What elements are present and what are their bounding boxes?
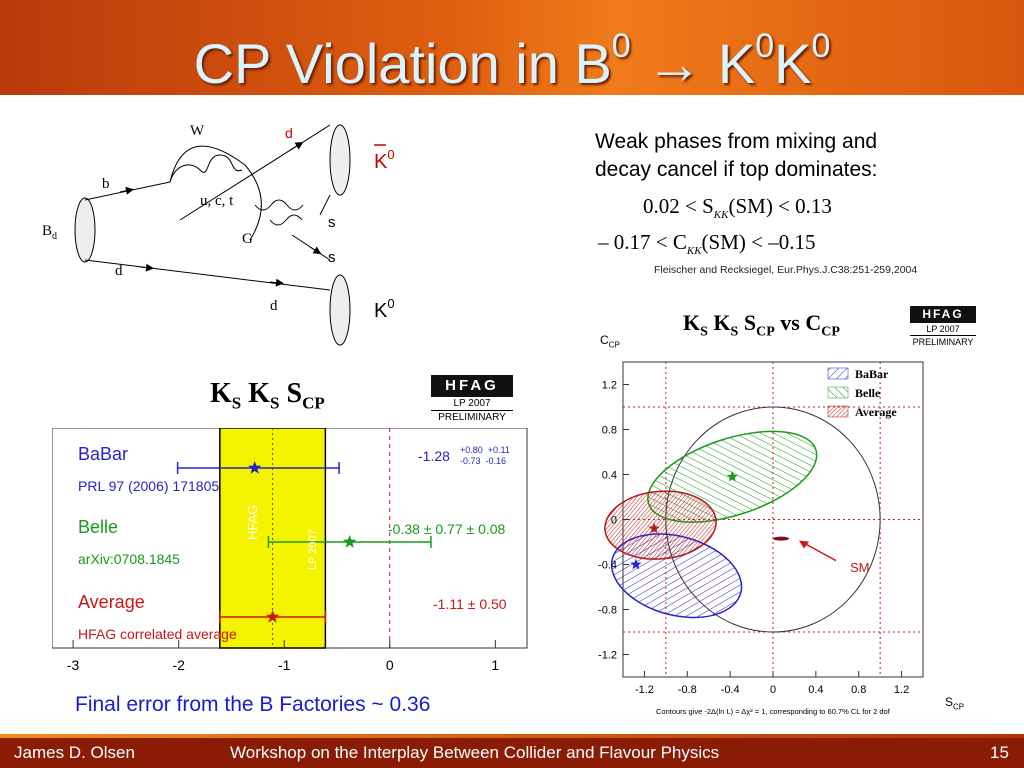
sm-point bbox=[773, 536, 790, 541]
footer-author: James D. Olsen bbox=[14, 743, 135, 762]
right-ytick-label: 0 bbox=[611, 515, 617, 527]
left-tick-label: -1 bbox=[278, 657, 291, 673]
babar-label: BaBar bbox=[78, 444, 129, 464]
right-xlabel: SCP bbox=[945, 695, 965, 712]
footer-line bbox=[0, 734, 1024, 738]
bottom-note: Final error from the B Factories ~ 0.36 bbox=[75, 693, 431, 716]
right-caption: Contours give -2Δ(ln L) = Δχ² = 1, corre… bbox=[656, 707, 890, 716]
right-xtick-label: -0.4 bbox=[721, 684, 740, 696]
right-ytick-label: 0.8 bbox=[602, 425, 617, 437]
hfag-logo-right: HFAG LP 2007 PRELIMINARY bbox=[910, 306, 976, 348]
right-ytick-label: -0.4 bbox=[598, 560, 617, 572]
belle-point bbox=[726, 470, 738, 482]
left-tick-label: 1 bbox=[491, 657, 499, 673]
average-contour bbox=[604, 490, 717, 560]
band-label-lp: LP 2007 bbox=[307, 529, 319, 570]
g-label: G bbox=[242, 231, 253, 247]
w-label: W bbox=[190, 123, 205, 139]
sm-arrow-line bbox=[802, 541, 837, 562]
bd-meson-blob bbox=[74, 197, 96, 263]
average-label: Average bbox=[78, 592, 145, 612]
left-tick-label: 0 bbox=[386, 657, 394, 673]
left-chart: -3 -2 -1 0 1 bbox=[52, 428, 528, 673]
legend-label: Belle bbox=[855, 386, 881, 400]
uct-label: u, c, t bbox=[200, 193, 234, 209]
weak-phase-text: Weak phases from mixing and decay cancel… bbox=[595, 130, 878, 181]
legend-swatch bbox=[827, 386, 849, 399]
kbar-meson-blob bbox=[329, 124, 351, 196]
right-ytick-label: 1.2 bbox=[602, 380, 617, 392]
belle-point bbox=[343, 535, 357, 548]
footer-page: 15 bbox=[990, 743, 1009, 762]
babar-ref: PRL 97 (2006) 171805 bbox=[78, 478, 220, 494]
right-xtick-label: 0 bbox=[770, 684, 776, 696]
title-bar bbox=[0, 0, 1024, 95]
k0-label: K0 bbox=[374, 296, 395, 322]
b-label: b bbox=[102, 176, 110, 192]
k0-meson-blob bbox=[329, 274, 351, 346]
s1-label: s bbox=[328, 214, 336, 231]
left-plot-title: KS KS SCP bbox=[210, 378, 325, 413]
reference-text: Fleischer and Recksiegel, Eur.Phys.J.C38… bbox=[654, 264, 918, 276]
right-xtick-label: 0.4 bbox=[808, 684, 823, 696]
average-ref: HFAG correlated average bbox=[78, 626, 237, 642]
feynman-diagram: W d b u, c, t Bd G s s d d K0 K0 bbox=[42, 123, 395, 346]
belle-label: Belle bbox=[78, 517, 119, 537]
hfag-logo-left: HFAG LP 2007 PRELIMINARY bbox=[431, 375, 513, 423]
average-value: -1.11 ± 0.50 bbox=[433, 596, 507, 612]
babar-errors: +0.80 +0.11 -0.73 -0.16 bbox=[460, 445, 510, 466]
left-tick-label: -3 bbox=[67, 657, 80, 673]
footer-bar bbox=[0, 738, 1024, 768]
babar-point bbox=[248, 461, 262, 474]
legend-swatch bbox=[827, 405, 849, 418]
left-tick-label: -2 bbox=[172, 657, 185, 673]
babar-value: -1.28 bbox=[418, 448, 450, 464]
sm-label: SM bbox=[850, 560, 870, 575]
legend-label: Average bbox=[855, 405, 897, 419]
right-xtick-label: -0.8 bbox=[678, 684, 697, 696]
right-chart: 1.2 0.8 0.4 0 -0.4 -0.8 -1.2 -1.2 -0.8 -0.4 0 0.4 0.… bbox=[598, 361, 924, 696]
right-xtick-label: 1.2 bbox=[894, 684, 909, 696]
band-label-hfag: HFAG bbox=[245, 504, 260, 540]
right-ytick-label: -0.8 bbox=[598, 605, 617, 617]
belle-value: -0.38 ± 0.77 ± 0.08 bbox=[388, 521, 506, 537]
right-plot-title: KS KS SCP vs CCP bbox=[683, 310, 840, 340]
kbar-label: K0 bbox=[374, 147, 395, 173]
right-xtick-label: 0.8 bbox=[851, 684, 866, 696]
bd-label: Bd bbox=[42, 223, 57, 242]
babar-point bbox=[630, 558, 642, 570]
average-point bbox=[266, 610, 280, 623]
right-ylabel: CCP bbox=[600, 333, 620, 350]
right-ytick-label: -1.2 bbox=[598, 650, 617, 662]
slide-title: CP Violation in B0 → K0K0 bbox=[193, 27, 831, 95]
legend-label: BaBar bbox=[855, 367, 889, 381]
right-ytick-label: 0.4 bbox=[602, 470, 617, 482]
equation-c: – 0.17 < CKK(SM) < –0.15 bbox=[598, 230, 816, 258]
s2-label: s bbox=[328, 249, 336, 266]
d-left-label: d bbox=[115, 263, 123, 279]
sm-arrow-head bbox=[799, 540, 810, 549]
right-xtick-label: -1.2 bbox=[635, 684, 654, 696]
d-bottom-label: d bbox=[270, 298, 278, 314]
equation-s: 0.02 < SKK(SM) < 0.13 bbox=[643, 194, 832, 222]
footer-event: Workshop on the Interplay Between Collid… bbox=[230, 743, 720, 762]
belle-ref: arXiv:0708.1845 bbox=[78, 551, 180, 567]
average-point bbox=[648, 522, 660, 534]
legend-swatch bbox=[827, 367, 849, 380]
d-top-label: d bbox=[285, 125, 293, 141]
